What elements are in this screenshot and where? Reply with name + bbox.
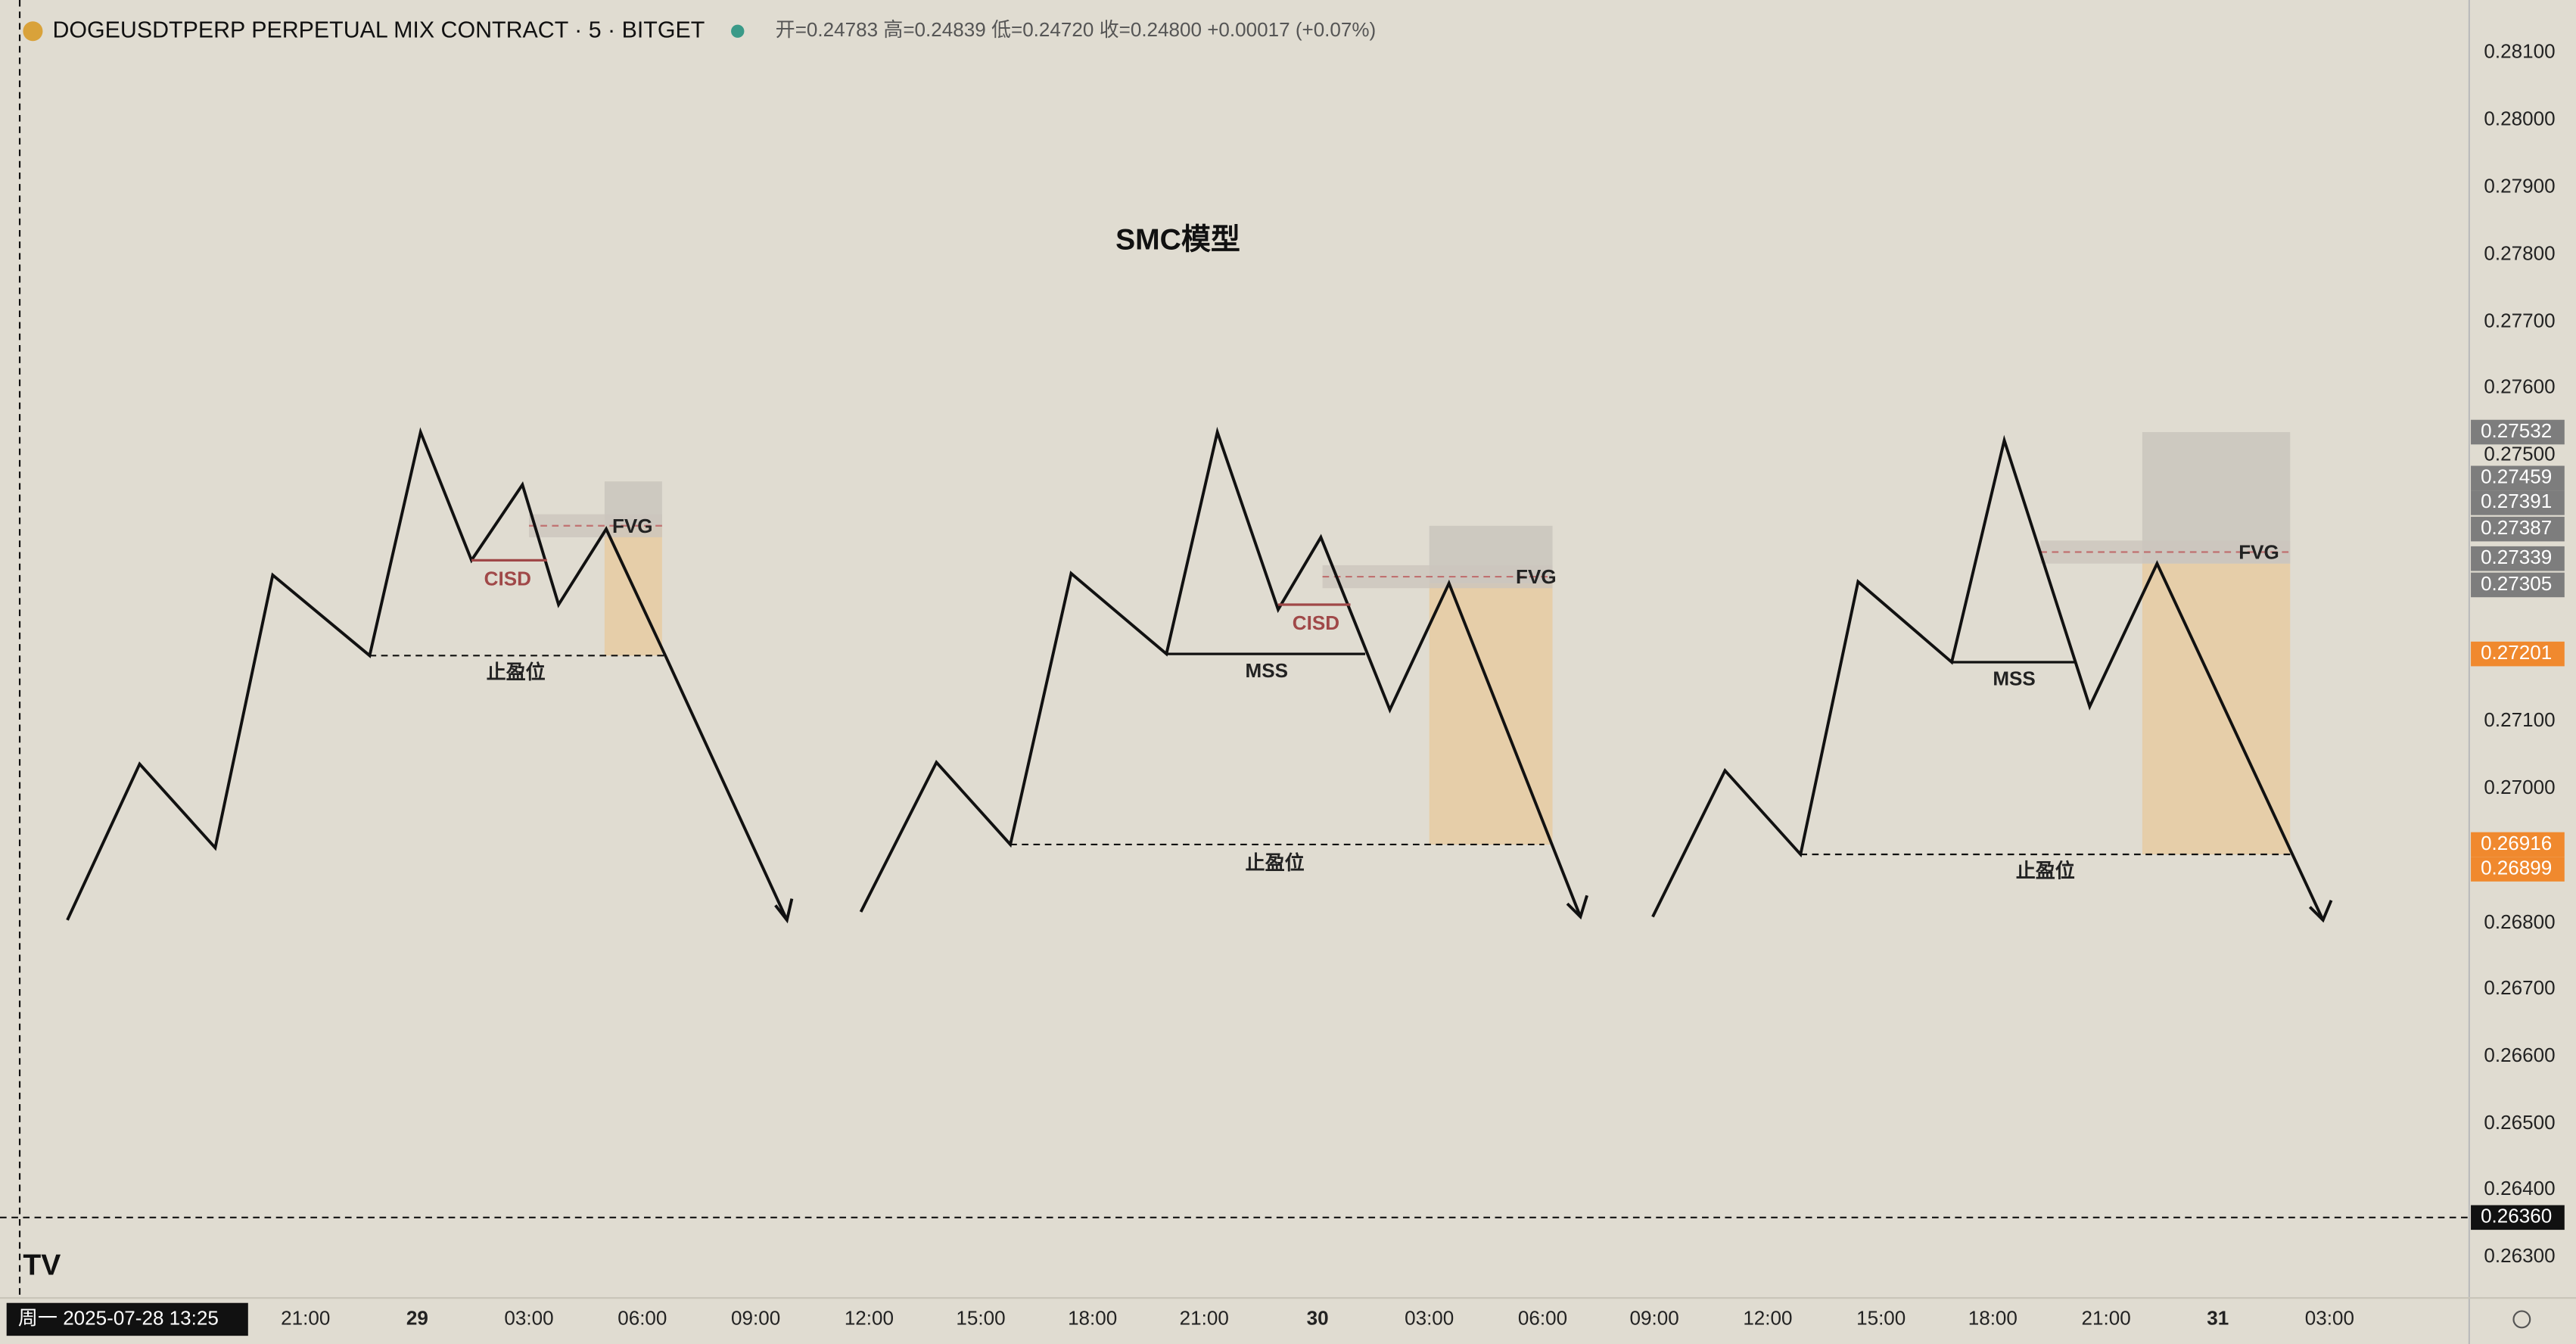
time-label: 12:00 bbox=[845, 1306, 894, 1329]
price-label: 0.27500 bbox=[2484, 442, 2555, 465]
time-label: 21:00 bbox=[281, 1306, 330, 1329]
logo[interactable]: TV bbox=[23, 1249, 61, 1281]
time-label: 12:00 bbox=[1743, 1306, 1792, 1329]
fvg-box bbox=[529, 514, 662, 537]
price-badge-bg bbox=[2471, 490, 2565, 515]
price-badge: 0.27459 bbox=[2481, 465, 2552, 488]
price-badge-bg bbox=[2471, 465, 2565, 491]
price-label: 0.26500 bbox=[2484, 1111, 2555, 1134]
time-label: 15:00 bbox=[956, 1306, 1005, 1329]
price-badge: 0.27532 bbox=[2481, 419, 2552, 442]
time-label: 29 bbox=[406, 1306, 428, 1329]
price-path bbox=[66, 427, 789, 921]
tp-label: 止盈位 bbox=[487, 661, 546, 683]
time-label: 18:00 bbox=[1068, 1306, 1117, 1329]
price-label: 0.26800 bbox=[2484, 910, 2555, 933]
ohlc: 开=0.24783 高=0.24839 低=0.24720 收=0.24800 … bbox=[776, 18, 1377, 41]
price-badge: 0.26899 bbox=[2481, 856, 2552, 879]
reward-box bbox=[2142, 563, 2291, 854]
time-label: 09:00 bbox=[731, 1306, 780, 1329]
time-label: 21:00 bbox=[2082, 1306, 2131, 1329]
reward-box bbox=[1429, 583, 1553, 845]
time-label: 18:00 bbox=[1968, 1306, 2018, 1329]
settings-icon[interactable] bbox=[2512, 1310, 2531, 1329]
time-label: 21:00 bbox=[1180, 1306, 1229, 1329]
cisd-label: CISD bbox=[1293, 611, 1339, 634]
price-badge-bg bbox=[2471, 572, 2565, 598]
arrow-head bbox=[2308, 900, 2333, 923]
mss-label: MSS bbox=[1993, 667, 2035, 690]
price-badge: 0.27305 bbox=[2481, 572, 2552, 595]
price-badge: 0.27201 bbox=[2481, 641, 2552, 664]
price-label: 0.27000 bbox=[2484, 776, 2555, 798]
time-badge-bg bbox=[6, 1302, 248, 1336]
time-label: 03:00 bbox=[504, 1306, 553, 1329]
time-label: 30 bbox=[1307, 1306, 1329, 1329]
time-label: 06:00 bbox=[618, 1306, 667, 1329]
price-badge: 0.27339 bbox=[2481, 546, 2552, 568]
tp-label: 止盈位 bbox=[1246, 851, 1305, 874]
price-label: 0.26300 bbox=[2484, 1244, 2555, 1267]
symbol-icon[interactable] bbox=[23, 21, 43, 42]
time-label: 15:00 bbox=[1856, 1306, 1906, 1329]
mss-label: MSS bbox=[1246, 659, 1288, 682]
price-badge-bg bbox=[2471, 419, 2565, 445]
price-badge: 0.27391 bbox=[2481, 490, 2552, 512]
price-badge-bg bbox=[2471, 546, 2565, 571]
price-label: 0.26400 bbox=[2484, 1177, 2555, 1199]
time-label: 31 bbox=[2207, 1306, 2229, 1329]
price-path bbox=[859, 426, 1582, 918]
price-label: 0.28000 bbox=[2484, 107, 2555, 129]
tp-label: 止盈位 bbox=[2016, 860, 2075, 882]
price-badge: 0.26360 bbox=[2481, 1205, 2552, 1227]
time-badge: 周一 2025-07-28 13:25 bbox=[18, 1306, 219, 1329]
fvg-label: FVG bbox=[612, 515, 653, 537]
symbol[interactable]: DOGEUSDTPERP PERPETUAL MIX CONTRACT · 5 … bbox=[52, 17, 705, 42]
drawing-title: SMC模型 bbox=[1115, 223, 1240, 256]
price-badge-bg bbox=[2471, 641, 2565, 667]
fvg-label: FVG bbox=[2238, 541, 2279, 564]
price-label: 0.27600 bbox=[2484, 375, 2555, 397]
price-badge-bg bbox=[2471, 857, 2565, 882]
price-label: 0.27700 bbox=[2484, 309, 2555, 331]
price-label: 0.28100 bbox=[2484, 39, 2555, 62]
arrow-head bbox=[774, 898, 794, 924]
price-label: 0.27800 bbox=[2484, 241, 2555, 264]
price-label: 0.27900 bbox=[2484, 174, 2555, 197]
price-label: 0.26700 bbox=[2484, 976, 2555, 999]
arrow-head bbox=[1566, 894, 1588, 920]
price-badge-bg bbox=[2471, 832, 2565, 857]
price-badge: 0.27387 bbox=[2481, 516, 2552, 539]
price-badge-bg bbox=[2471, 1205, 2565, 1230]
time-label: 09:00 bbox=[1630, 1306, 1679, 1329]
fvg-label: FVG bbox=[1516, 565, 1557, 588]
price-label: 0.27100 bbox=[2484, 708, 2555, 731]
time-label: 03:00 bbox=[1405, 1306, 1454, 1329]
price-badge: 0.26916 bbox=[2481, 832, 2552, 854]
time-label: 03:00 bbox=[2305, 1306, 2354, 1329]
time-label: 06:00 bbox=[1518, 1306, 1567, 1329]
price-badge-bg bbox=[2471, 516, 2565, 542]
status-dot bbox=[731, 24, 745, 38]
cisd-label: CISD bbox=[484, 567, 531, 590]
price-label: 0.26600 bbox=[2484, 1044, 2555, 1066]
